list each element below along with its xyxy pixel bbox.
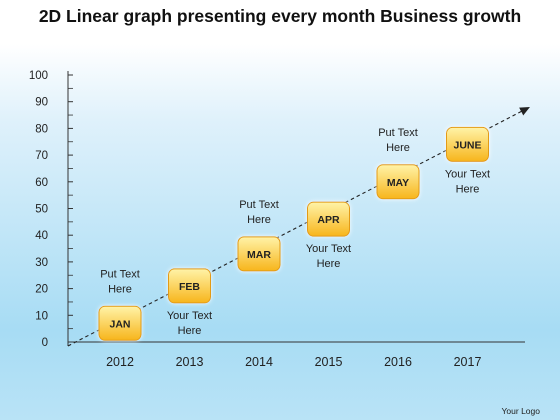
note-text: Your Text [445,168,490,180]
x-tick-label: 2014 [245,355,273,369]
logo-text: Your Logo [501,406,540,416]
chart-title: 2D Linear graph presenting every month B… [38,6,522,26]
y-tick-label: 30 [35,257,48,269]
note-text: Here [317,258,341,270]
month-marker: MAY Put Text Here [376,127,420,200]
y-tick-label: 100 [29,70,48,82]
y-tick-label: 20 [35,284,48,296]
note-text: Your Text [306,243,351,255]
month-marker: JAN Put Text Here [98,268,142,341]
y-tick-label: 90 [35,97,48,109]
month-box [376,164,420,200]
month-box [98,305,142,341]
y-tick-label: 40 [35,230,48,242]
month-label: MAR [247,249,271,261]
x-tick-label: 2017 [454,355,482,369]
note-text: Your Text [167,310,212,322]
month-box [446,126,489,162]
y-tick-label: 70 [35,150,48,162]
month-label: MAY [387,177,409,189]
y-tick-label: 10 [35,310,48,322]
month-label: FEB [179,281,200,293]
x-tick-label: 2013 [176,355,204,369]
point-layer: JAN Put Text Here FEB Your Text Here MAR Put Te… [98,126,490,341]
note-text: Put Text [100,268,140,280]
month-label: JUNE [453,139,481,151]
y-tick-label: 50 [35,204,48,216]
x-tick-label: 2016 [384,355,412,369]
month-label: JAN [109,318,130,330]
note-text: Here [108,283,132,295]
month-box [307,201,350,237]
note-text: Here [456,183,480,195]
month-marker: FEB Your Text Here [167,268,212,337]
x-tick-label: 2012 [106,355,134,369]
month-marker: JUNE Your Text Here [445,126,490,195]
month-box [237,236,281,272]
note-text: Here [178,325,202,337]
y-tick-label: 60 [35,177,48,189]
y-tick-label: 0 [42,337,48,349]
month-marker: MAR Put Text Here [237,199,281,272]
note-text: Here [247,214,271,226]
month-label: APR [317,214,340,226]
note-text: Here [386,142,410,154]
note-text: Put Text [239,199,279,211]
note-text: Put Text [378,127,418,139]
axis-layer: 0 10 20 30 40 50 60 70 80 90 100 2012 2013 2014 2015 20… [29,70,525,369]
y-tick-label: 80 [35,123,48,135]
month-box [168,268,211,304]
x-tick-label: 2015 [315,355,343,369]
month-marker: APR Your Text Here [306,201,351,270]
